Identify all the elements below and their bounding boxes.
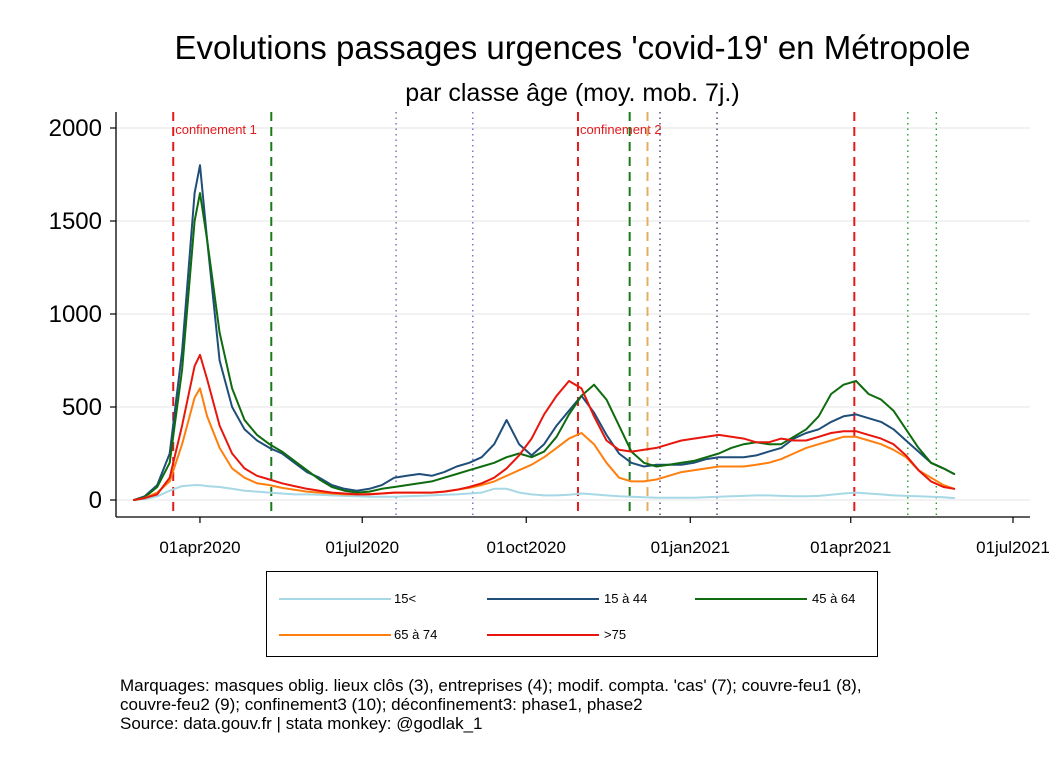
footnote-line: Marquages: masques oblig. lieux clôs (3)… xyxy=(120,676,862,695)
footnote-line: Source: data.gouv.fr | stata monkey: @go… xyxy=(120,714,483,733)
x-tick-label: 01apr2020 xyxy=(159,538,240,557)
chart-subtitle: par classe âge (moy. mob. 7j.) xyxy=(405,79,740,107)
legend-swatch xyxy=(487,598,599,600)
series-line xyxy=(133,387,956,501)
x-tick-label: 01jul2021 xyxy=(976,538,1050,557)
chart-title: Evolutions passages urgences 'covid-19' … xyxy=(174,29,971,66)
line-chart: 0 500 1000 1500 2000 01apr2020 01jul2020 01oct2… xyxy=(49,112,1050,557)
legend: 15< 15 à 44 45 à 64 65 à 74 >75 xyxy=(266,571,878,657)
legend-label: 15< xyxy=(394,591,417,606)
y-tick-label: 0 xyxy=(89,487,102,514)
event-label: confinement 2 xyxy=(580,122,662,137)
y-tick-label: 1000 xyxy=(49,301,102,328)
series-line xyxy=(133,484,956,501)
series-line xyxy=(133,353,956,501)
legend-swatch xyxy=(279,598,391,600)
legend-label: 15 à 44 xyxy=(604,591,648,606)
x-tick-label: 01apr2021 xyxy=(810,538,891,557)
x-tick-label: 01jan2021 xyxy=(651,538,730,557)
y-tick-label: 1500 xyxy=(49,208,102,235)
footnote: Marquages: masques oblig. lieux clôs (3)… xyxy=(120,676,862,733)
footnote-line: couvre-feu2 (9); confinement3 (10); déco… xyxy=(120,695,643,714)
legend-label: 45 à 64 xyxy=(812,591,856,606)
legend-label: >75 xyxy=(604,627,627,642)
series-line xyxy=(133,164,956,501)
x-tick-label: 01jul2020 xyxy=(325,538,399,557)
legend-swatch xyxy=(695,598,807,600)
legend-swatch xyxy=(487,634,599,636)
series-line xyxy=(133,192,956,501)
x-tick-label: 01oct2020 xyxy=(487,538,566,557)
y-tick-label: 2000 xyxy=(49,115,102,142)
legend-label: 65 à 74 xyxy=(394,627,438,642)
legend-swatch xyxy=(279,634,391,636)
y-tick-label: 500 xyxy=(62,394,102,421)
event-label: confinement 1 xyxy=(175,122,257,137)
